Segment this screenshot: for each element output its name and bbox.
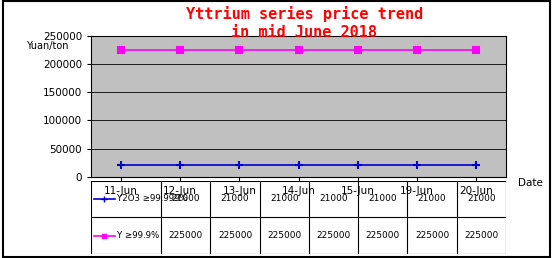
Text: 21000: 21000 [221, 195, 249, 204]
Text: 225000: 225000 [316, 231, 351, 240]
Text: 225000: 225000 [267, 231, 301, 240]
Text: Y2O3 ≥99.999%: Y2O3 ≥99.999% [117, 195, 188, 204]
Text: 225000: 225000 [169, 231, 203, 240]
Text: 21000: 21000 [171, 195, 200, 204]
Text: Yuan/ton: Yuan/ton [26, 42, 68, 51]
Text: 225000: 225000 [415, 231, 449, 240]
Text: 21000: 21000 [418, 195, 446, 204]
Text: 225000: 225000 [218, 231, 252, 240]
Text: 21000: 21000 [368, 195, 397, 204]
Text: Date: Date [519, 178, 543, 188]
Text: 225000: 225000 [366, 231, 400, 240]
Text: 225000: 225000 [465, 231, 498, 240]
Text: Yttrium series price trend
in mid June 2018: Yttrium series price trend in mid June 2… [185, 6, 423, 40]
Text: 21000: 21000 [319, 195, 348, 204]
Text: Y ≥99.9%: Y ≥99.9% [117, 231, 159, 240]
Text: 21000: 21000 [270, 195, 299, 204]
Text: 21000: 21000 [467, 195, 495, 204]
